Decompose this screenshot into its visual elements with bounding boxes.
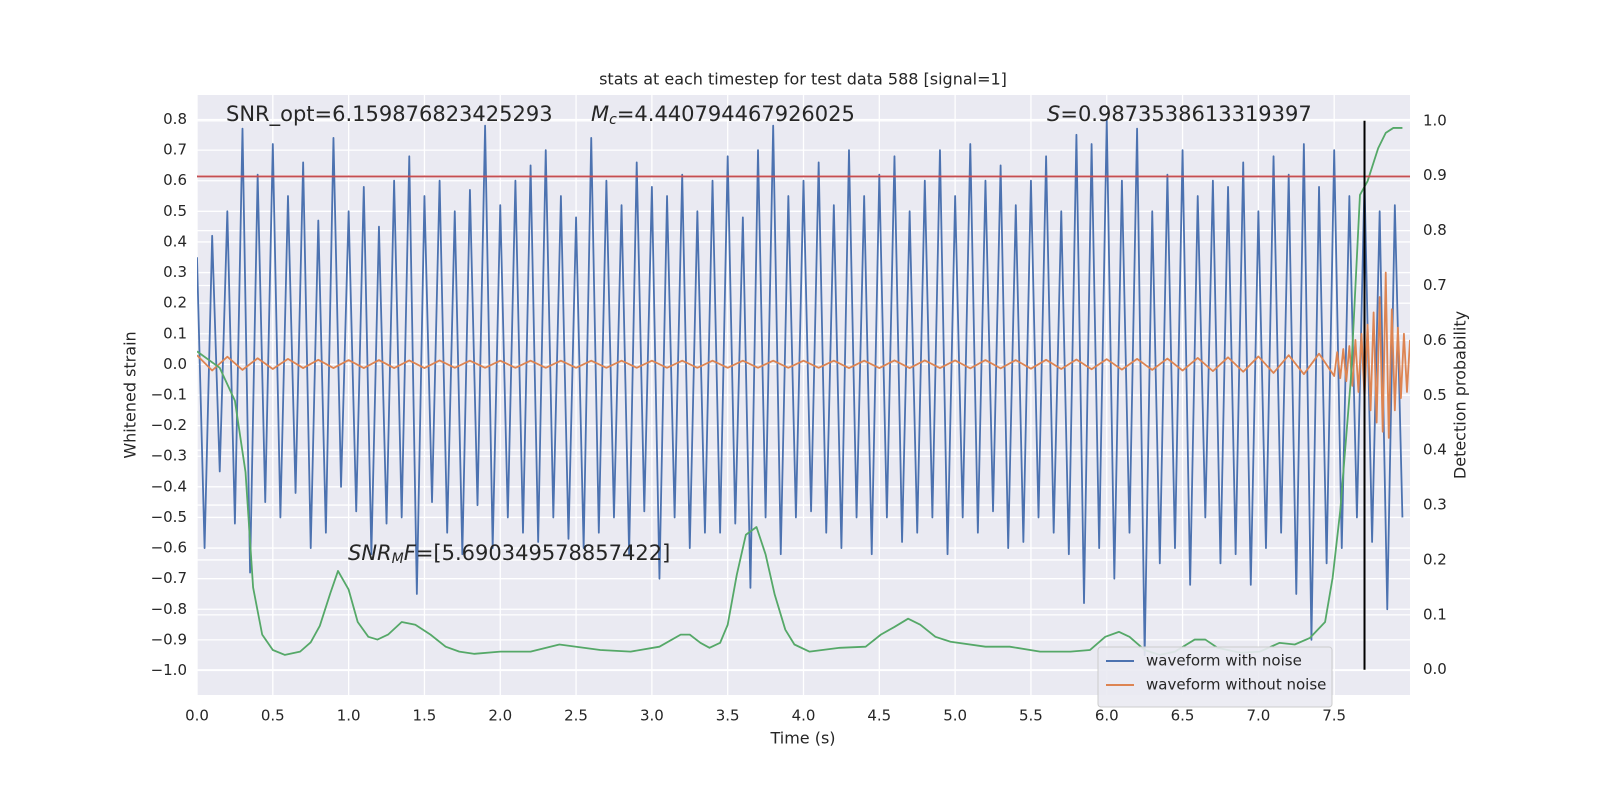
x-tick-label: 2.5 — [564, 707, 588, 725]
y-tick-label: 0.2 — [163, 294, 187, 312]
annotation: S=0.9873538613319397 — [1047, 102, 1312, 126]
y-tick-label: 0.0 — [163, 355, 187, 373]
labels: 0.0 0.5 1.0 1.5 2.0 2.5 3.0 3.5 4.0 4.5 5.0 5.5 6.0 6… — [151, 110, 1447, 725]
annotation-symbol: S — [1047, 102, 1060, 126]
y2-tick-label: 0.1 — [1423, 605, 1447, 623]
x-tick-label: 6.0 — [1095, 707, 1119, 725]
y2-tick-label: 0.2 — [1423, 550, 1447, 568]
y2-tick-label: 0.0 — [1423, 660, 1447, 678]
legend-label: waveform with noise — [1146, 652, 1302, 670]
x-tick-label: 4.5 — [867, 707, 891, 725]
y-tick-label: 0.1 — [163, 324, 187, 342]
annotation-symbol: M — [591, 102, 609, 126]
x-tick-label: 4.0 — [792, 707, 816, 725]
y-tick-label: 0.3 — [163, 263, 187, 281]
x-tick-label: 0.0 — [185, 707, 209, 725]
y-tick-label: 0.7 — [163, 141, 187, 159]
y2-tick-label: 0.4 — [1423, 441, 1447, 459]
y-tick-label: −0.3 — [151, 447, 187, 465]
x-tick-label: 7.0 — [1246, 707, 1270, 725]
annotation-text: =4.440794467926025 — [617, 102, 855, 126]
annotation: SNR_opt=6.159876823425293 — [226, 102, 553, 127]
x-tick-label: 1.5 — [413, 707, 437, 725]
legend-label: waveform without noise — [1146, 676, 1326, 694]
annotation-symbol: F — [404, 541, 417, 565]
y-tick-label: −0.5 — [151, 508, 187, 526]
y-axis-label: Whitened strain — [121, 331, 140, 458]
legend: waveform with noise waveform without nois… — [1097, 646, 1333, 708]
annotation-sub: M — [392, 551, 404, 567]
annotation-sub: c — [609, 112, 617, 128]
y-tick-label: 0.4 — [163, 232, 187, 250]
annotation-text: =[5.690349578857422] — [416, 541, 670, 565]
legend-box — [1097, 646, 1333, 708]
y2-tick-label: 0.5 — [1423, 386, 1447, 404]
x-tick-label: 5.5 — [1019, 707, 1043, 725]
y-tick-label: −0.4 — [151, 477, 187, 495]
x-tick-label: 0.5 — [261, 707, 285, 725]
annotation-text: =0.9873538613319397 — [1060, 102, 1311, 126]
y-tick-label: 0.8 — [163, 110, 187, 128]
x-tick-label: 3.0 — [640, 707, 664, 725]
y2-tick-label: 1.0 — [1423, 111, 1447, 129]
x-tick-label: 3.5 — [716, 707, 740, 725]
y-tick-label: −0.9 — [151, 630, 187, 648]
y-tick-label: −0.7 — [151, 569, 187, 587]
y-tick-label: −1.0 — [151, 661, 187, 679]
y-tick-label: −0.2 — [151, 416, 187, 434]
y-tick-label: 0.6 — [163, 171, 187, 189]
x-tick-label: 5.0 — [943, 707, 967, 725]
series-line — [197, 118, 1404, 657]
y2-axis-label: Detection probability — [1451, 311, 1470, 479]
y2-tick-label: 0.6 — [1423, 331, 1447, 349]
x-tick-label: 1.0 — [337, 707, 361, 725]
y-tick-label: 0.5 — [163, 202, 187, 220]
y2-tick-label: 0.8 — [1423, 221, 1447, 239]
annotation: Mc=4.440794467926025 — [591, 102, 855, 128]
x-tick-label: 2.0 — [488, 707, 512, 725]
series-line — [197, 271, 1410, 439]
annotation-symbol: SNR — [348, 541, 392, 565]
y2-tick-label: 0.9 — [1423, 166, 1447, 184]
annotation: SNRMF=[5.690349578857422] — [348, 541, 670, 567]
chart-title: stats at each timestep for test data 588… — [599, 70, 1007, 89]
y-tick-label: −0.6 — [151, 539, 187, 557]
x-tick-label: 6.5 — [1171, 707, 1195, 725]
y2-tick-label: 0.7 — [1423, 276, 1447, 294]
x-axis-label: Time (s) — [769, 729, 835, 748]
y-tick-label: −0.8 — [151, 600, 187, 618]
y2-tick-label: 0.3 — [1423, 496, 1447, 514]
x-tick-label: 7.5 — [1322, 707, 1346, 725]
y-tick-label: −0.1 — [151, 386, 187, 404]
